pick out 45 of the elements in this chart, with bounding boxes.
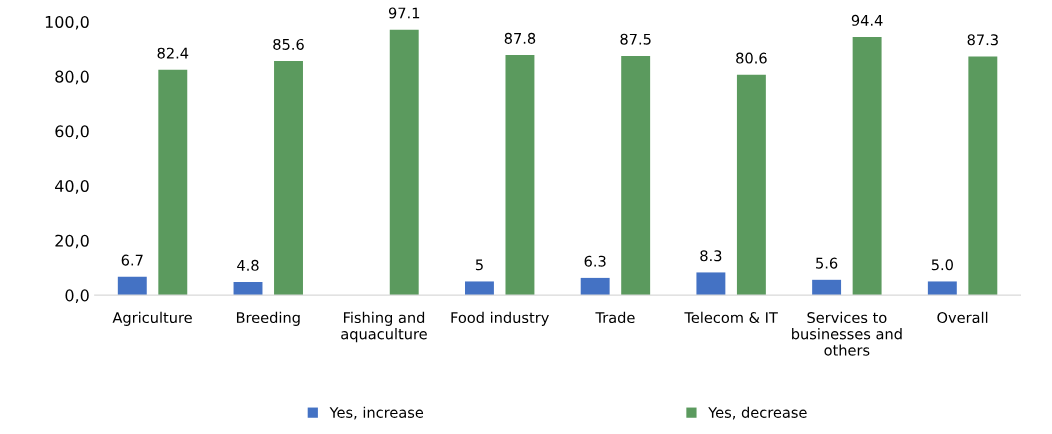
data-label: 6.7 — [121, 254, 143, 266]
bar — [812, 279, 842, 296]
bar — [117, 276, 147, 296]
x-tick-label: Agriculture — [112, 311, 192, 326]
bar — [580, 277, 610, 296]
bar — [158, 69, 188, 296]
data-label: 8.3 — [700, 250, 722, 262]
bar — [968, 56, 998, 296]
y-tick-label: 60,0 — [55, 125, 89, 139]
data-label: 80.6 — [736, 52, 767, 64]
bar — [621, 55, 651, 296]
y-tick-label: 40,0 — [55, 179, 89, 194]
bar — [274, 61, 303, 296]
x-tick-label: Trade — [595, 311, 635, 324]
data-label: 82.4 — [157, 47, 189, 59]
data-label: 5.6 — [816, 257, 838, 269]
x-tick-label: Overall — [937, 311, 988, 324]
data-label: 94.4 — [851, 14, 883, 26]
data-label: 4.8 — [237, 259, 259, 271]
x-tick-label: Telecom & IT — [684, 311, 778, 324]
legend-label: Yes, increase — [329, 406, 424, 420]
bar — [464, 281, 494, 296]
legend-label: Yes, decrease — [708, 406, 807, 420]
data-label: 87.5 — [620, 33, 651, 45]
bar — [736, 74, 766, 296]
data-label: 87.8 — [504, 32, 536, 44]
data-label: 97.1 — [388, 7, 420, 19]
x-tick-label: Services to businesses and others — [792, 311, 902, 356]
bar — [389, 29, 419, 296]
data-label: 5.0 — [931, 259, 953, 271]
data-label: 87.3 — [967, 34, 998, 46]
bar — [505, 55, 535, 296]
data-label: 6.3 — [584, 255, 606, 267]
bar — [927, 281, 957, 296]
data-label: 85.6 — [273, 38, 304, 50]
bar — [696, 272, 726, 296]
x-tick-label: Fishing and aquaculture — [341, 311, 427, 343]
bar — [852, 37, 882, 296]
y-tick-label: 80,0 — [55, 70, 89, 85]
data-label: 5 — [475, 259, 483, 271]
y-tick-label: 100,0 — [45, 15, 89, 30]
x-tick-label: Food industry — [451, 311, 549, 326]
x-tick-label: Breeding — [236, 311, 300, 326]
y-tick-label: 20,0 — [55, 234, 89, 249]
y-tick-label: 0,0 — [65, 289, 89, 304]
